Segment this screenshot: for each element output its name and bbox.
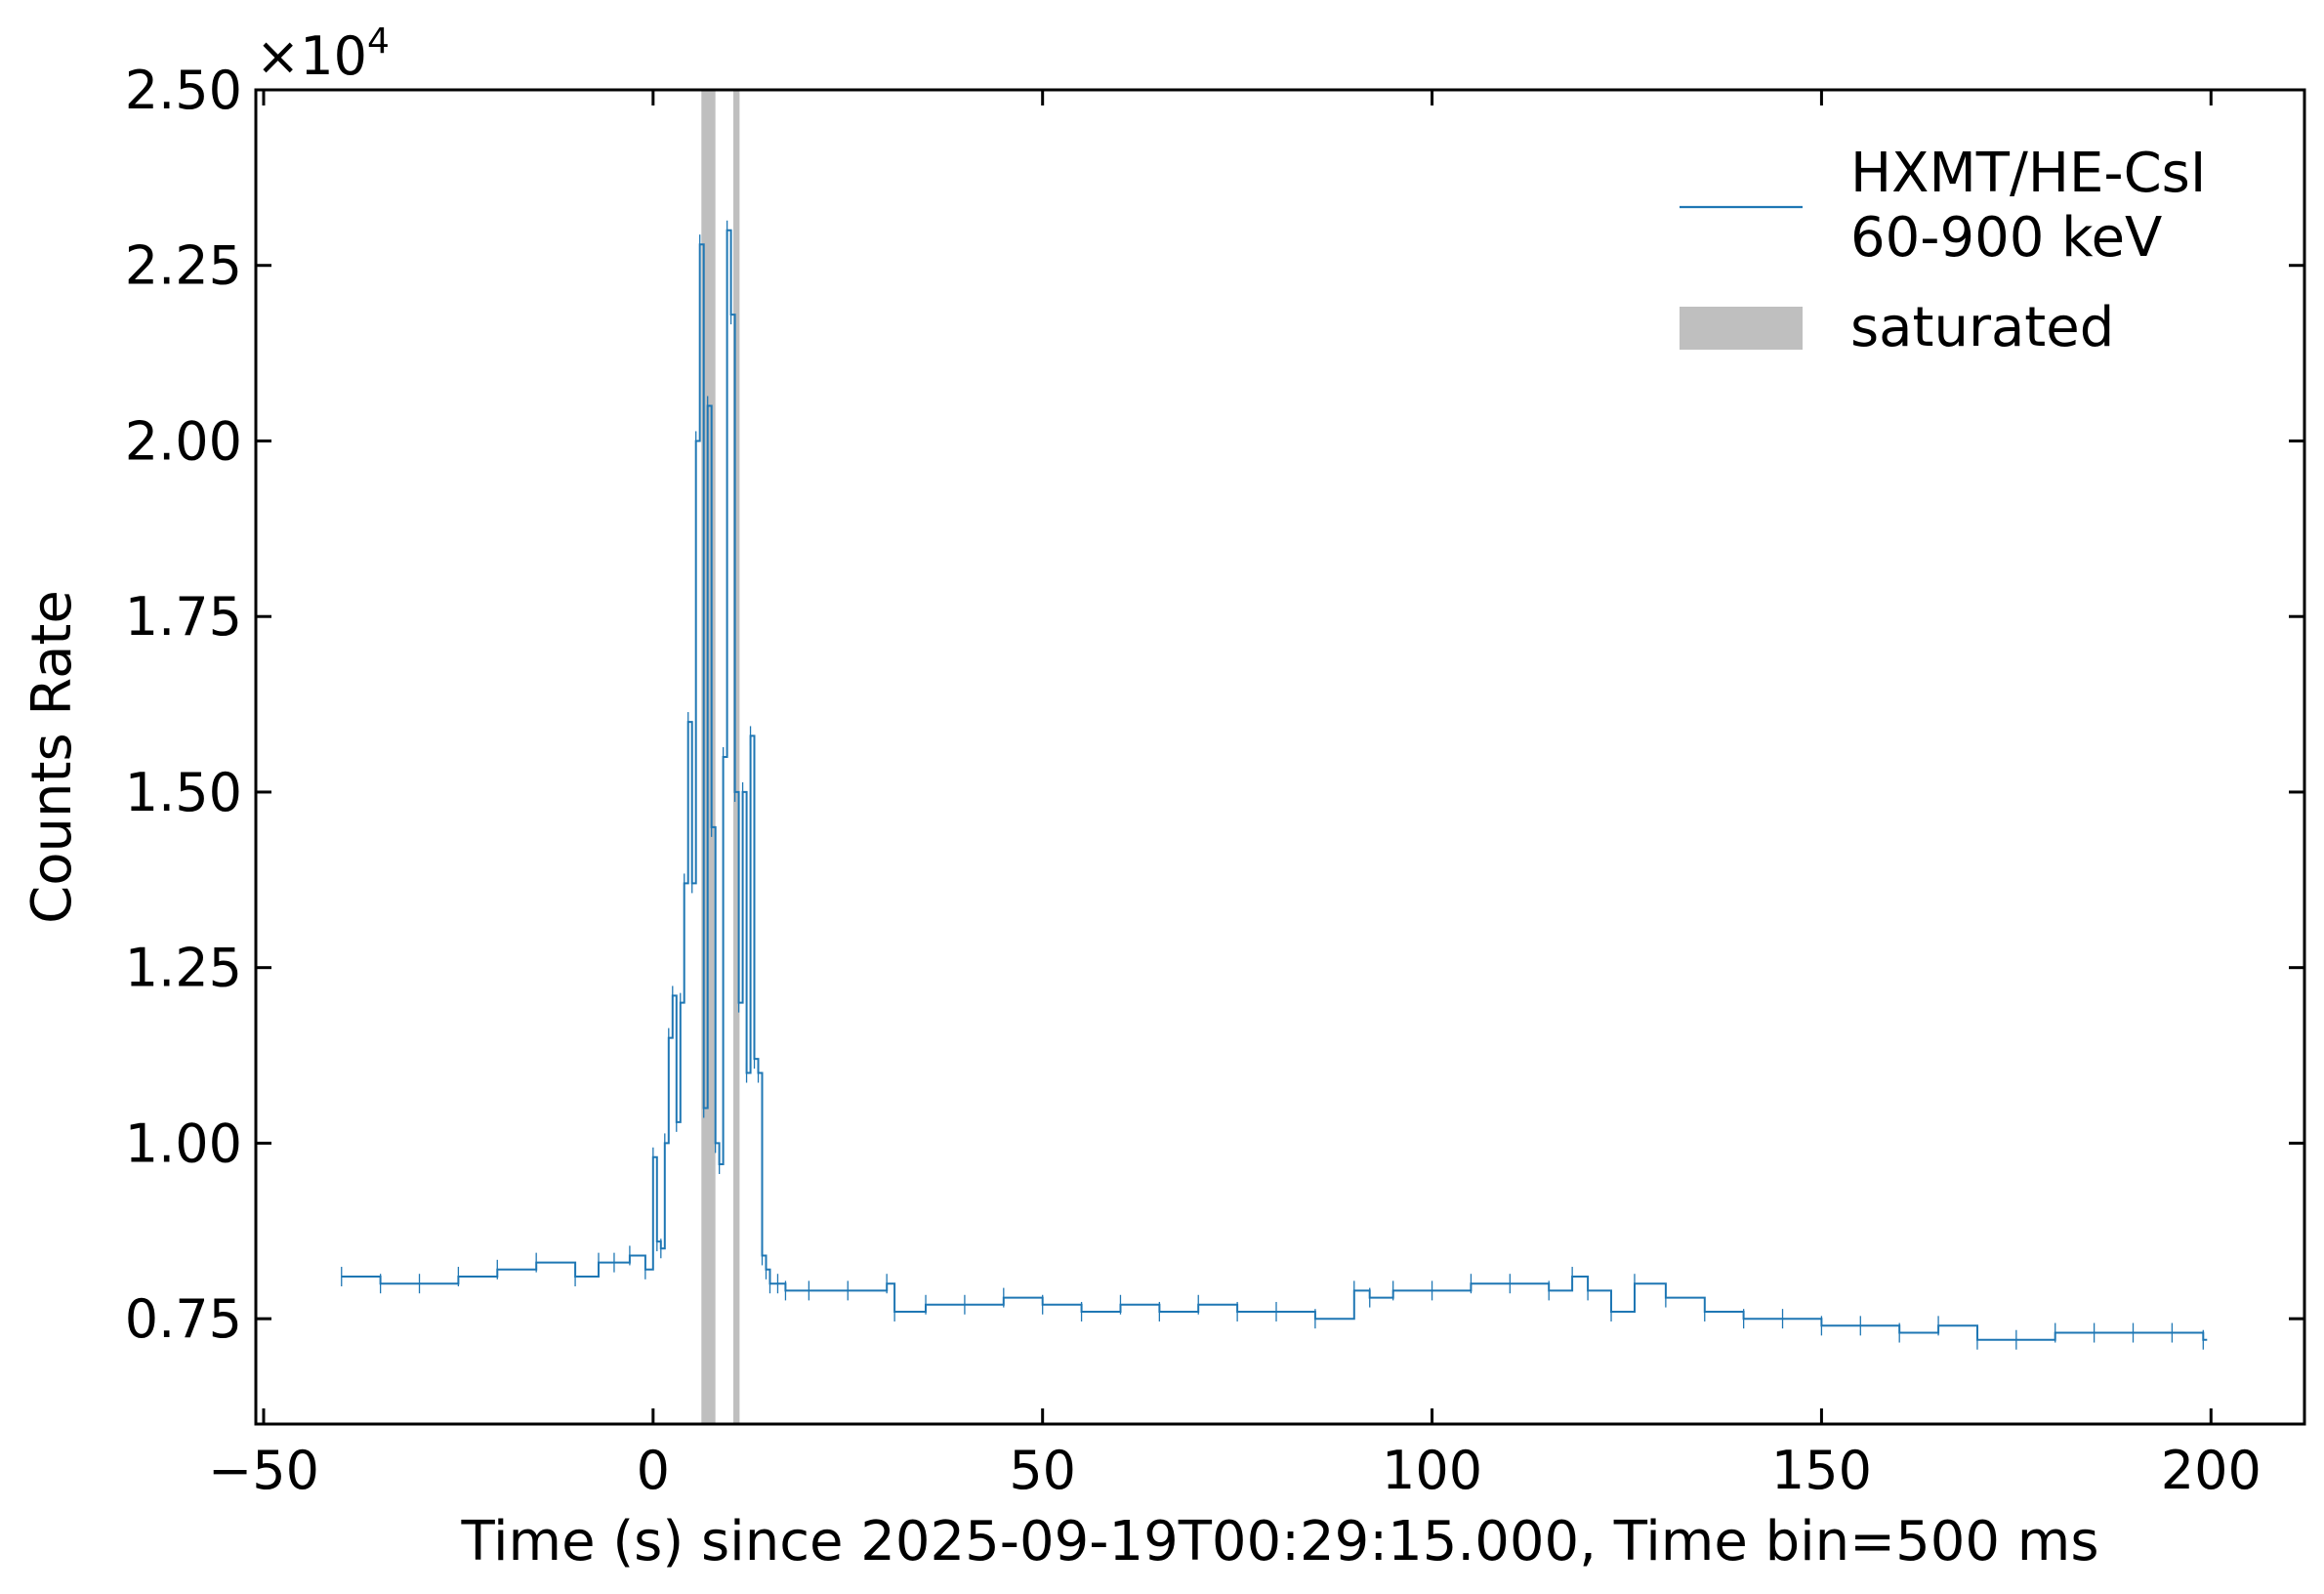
legend-saturated-label: saturated: [1850, 296, 2114, 359]
y-multiplier-exponent: 4: [367, 21, 390, 62]
series-layer: [341, 220, 2208, 1350]
x-tick-label: −50: [208, 1440, 319, 1501]
y-tick-label: 0.75: [125, 1288, 242, 1350]
x-tick-label: 150: [1771, 1440, 1872, 1501]
y-tick-label: 2.00: [125, 410, 242, 472]
x-tick-label: 0: [637, 1440, 670, 1501]
y-axis-label: Counts Rate: [21, 590, 84, 924]
y-multiplier: ×104: [256, 21, 390, 87]
x-tick-label: 50: [1009, 1440, 1076, 1501]
x-axis-label: Time (s) since 2025-09-19T00:29:15.000, …: [460, 1510, 2098, 1573]
x-axis: −50 0 50 100 150 200: [208, 90, 2262, 1501]
y-tick-label: 2.50: [125, 60, 242, 121]
series-line-0: [341, 229, 2208, 1341]
saturated-region-1: [733, 90, 740, 1424]
legend-series-label-line2: 60-900 keV: [1850, 206, 2162, 270]
y-tick-label: 1.00: [125, 1112, 242, 1174]
y-tick-label: 1.50: [125, 762, 242, 823]
y-axis: 0.75 1.00 1.25 1.50 1.75 2.00 2.25 2.50: [125, 60, 2304, 1350]
legend: HXMT/HE-CsI 60-900 keV saturated: [1680, 142, 2206, 359]
x-tick-label: 200: [2161, 1440, 2262, 1501]
legend-series-label-line1: HXMT/HE-CsI: [1850, 142, 2206, 205]
y-tick-label: 2.25: [125, 235, 242, 297]
y-tick-label: 1.25: [125, 938, 242, 999]
y-tick-label: 1.75: [125, 586, 242, 648]
legend-saturated-swatch: [1680, 307, 1803, 350]
plot-frame: [254, 88, 2306, 1426]
x-tick-label: 100: [1382, 1440, 1482, 1501]
